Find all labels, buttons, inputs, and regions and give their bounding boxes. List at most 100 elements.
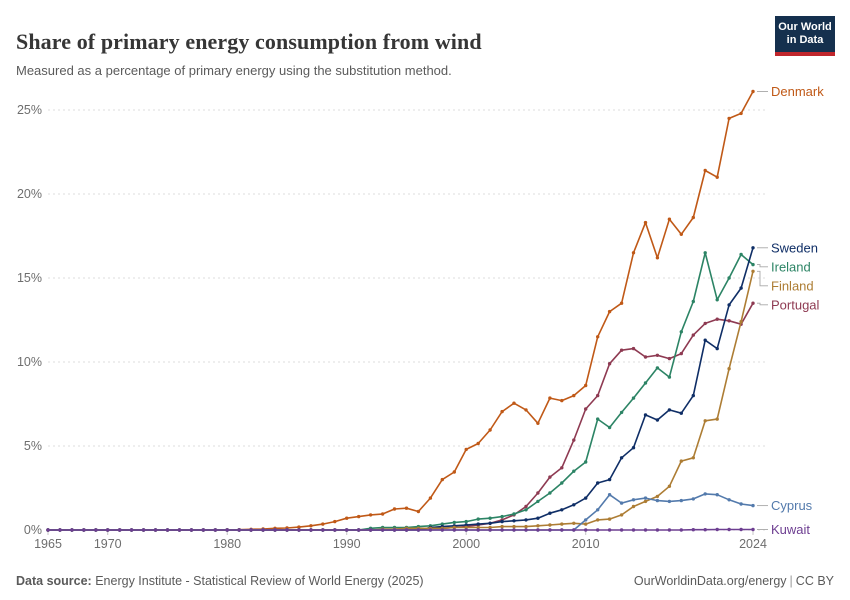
data-point[interactable] (739, 527, 743, 532)
data-point[interactable] (560, 398, 564, 403)
data-point[interactable] (464, 525, 468, 530)
data-point[interactable] (739, 252, 743, 257)
series-line-kuwait[interactable] (48, 528, 753, 531)
data-point[interactable] (679, 330, 683, 334)
data-point[interactable] (607, 362, 612, 366)
data-point[interactable] (631, 396, 636, 400)
series-label-portugal[interactable]: Portugal (771, 297, 820, 312)
data-point[interactable] (440, 522, 444, 526)
data-point[interactable] (584, 496, 588, 500)
owid-logo[interactable]: Our World in Data (775, 16, 835, 56)
data-point[interactable] (751, 503, 755, 508)
data-point[interactable] (715, 527, 719, 532)
data-point[interactable] (452, 520, 456, 525)
data-point[interactable] (643, 355, 648, 359)
data-point[interactable] (703, 528, 707, 532)
data-point[interactable] (82, 528, 86, 532)
data-point[interactable] (452, 470, 456, 474)
data-point[interactable] (249, 528, 253, 532)
data-point[interactable] (715, 417, 719, 421)
data-point[interactable] (703, 338, 707, 342)
data-point[interactable] (524, 508, 528, 512)
series-sweden[interactable] (46, 246, 755, 532)
data-point[interactable] (572, 393, 576, 398)
data-point[interactable] (631, 346, 636, 351)
data-point[interactable] (380, 528, 385, 532)
data-point[interactable] (321, 528, 325, 532)
data-point[interactable] (596, 393, 600, 398)
data-point[interactable] (631, 504, 636, 509)
data-point[interactable] (464, 523, 468, 527)
data-point[interactable] (584, 407, 588, 411)
data-point[interactable] (572, 503, 576, 507)
data-point[interactable] (727, 319, 731, 323)
data-point[interactable] (392, 528, 397, 532)
data-point[interactable] (392, 507, 397, 511)
data-point[interactable] (691, 393, 695, 398)
data-point[interactable] (703, 168, 707, 173)
data-point[interactable] (368, 513, 373, 517)
data-point[interactable] (631, 498, 636, 502)
data-point[interactable] (524, 408, 528, 412)
data-point[interactable] (106, 528, 110, 532)
data-point[interactable] (667, 356, 672, 361)
data-point[interactable] (118, 528, 122, 532)
data-point[interactable] (309, 524, 313, 528)
data-point[interactable] (584, 528, 588, 532)
series-label-kuwait[interactable]: Kuwait (771, 522, 810, 537)
data-point[interactable] (703, 419, 707, 423)
data-point[interactable] (607, 309, 612, 314)
series-denmark[interactable] (46, 89, 755, 532)
data-point[interactable] (572, 469, 576, 473)
data-point[interactable] (500, 519, 504, 524)
data-point[interactable] (691, 497, 695, 501)
data-point[interactable] (488, 516, 492, 520)
data-point[interactable] (643, 499, 648, 504)
data-point[interactable] (727, 276, 731, 280)
data-point[interactable] (476, 441, 480, 446)
series-cyprus[interactable] (46, 492, 755, 532)
data-point[interactable] (667, 217, 672, 221)
data-point[interactable] (536, 524, 540, 528)
data-point[interactable] (715, 298, 719, 302)
data-point[interactable] (619, 348, 624, 352)
data-point[interactable] (679, 459, 683, 463)
data-point[interactable] (751, 89, 755, 94)
data-point[interactable] (703, 492, 707, 496)
data-point[interactable] (727, 367, 731, 371)
data-point[interactable] (440, 528, 444, 532)
series-line-portugal[interactable] (48, 302, 754, 531)
data-point[interactable] (345, 528, 349, 532)
data-point[interactable] (285, 528, 289, 532)
data-point[interactable] (655, 256, 660, 260)
data-point[interactable] (321, 522, 325, 526)
data-point[interactable] (297, 525, 301, 529)
data-point[interactable] (619, 513, 624, 517)
data-point[interactable] (619, 501, 624, 505)
data-point[interactable] (560, 508, 564, 512)
data-point[interactable] (428, 528, 433, 532)
data-point[interactable] (560, 481, 564, 485)
data-point[interactable] (404, 506, 409, 510)
license-link[interactable]: CC BY (795, 574, 834, 588)
data-point[interactable] (739, 286, 743, 290)
data-point[interactable] (153, 528, 158, 532)
data-point[interactable] (464, 528, 468, 532)
data-point[interactable] (655, 353, 660, 357)
data-point[interactable] (548, 511, 552, 515)
data-point[interactable] (751, 269, 755, 273)
data-point[interactable] (524, 518, 528, 522)
data-point[interactable] (596, 508, 600, 512)
data-point[interactable] (667, 375, 672, 379)
data-point[interactable] (607, 493, 612, 497)
series-line-finland[interactable] (48, 271, 754, 531)
data-point[interactable] (524, 528, 528, 532)
line-chart[interactable]: 0% 5% 10% 15% 20% 25% 1965 1970 1980 1990 2000 2010… (0, 85, 850, 555)
data-point[interactable] (679, 528, 683, 532)
data-point[interactable] (273, 528, 277, 532)
data-point[interactable] (488, 428, 492, 432)
data-point[interactable] (548, 396, 552, 400)
owid-link[interactable]: OurWorldinData.org/energy (633, 574, 787, 588)
data-point[interactable] (572, 528, 576, 532)
data-point[interactable] (440, 477, 444, 482)
